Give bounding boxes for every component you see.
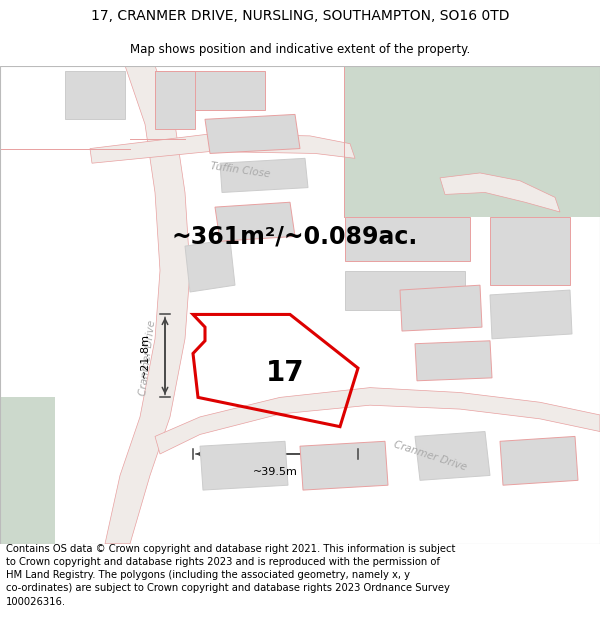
Polygon shape [0, 398, 55, 544]
Polygon shape [500, 436, 578, 485]
Text: ~21.8m: ~21.8m [140, 333, 150, 378]
Polygon shape [415, 341, 492, 381]
Text: ~361m²/~0.089ac.: ~361m²/~0.089ac. [172, 224, 418, 248]
Text: 17, CRANMER DRIVE, NURSLING, SOUTHAMPTON, SO16 0TD: 17, CRANMER DRIVE, NURSLING, SOUTHAMPTON… [91, 9, 509, 23]
Polygon shape [155, 71, 265, 109]
Polygon shape [215, 202, 295, 241]
Text: Tuffin Close: Tuffin Close [209, 161, 271, 179]
Polygon shape [105, 66, 190, 544]
Polygon shape [440, 173, 560, 212]
Polygon shape [155, 71, 195, 129]
Text: Contains OS data © Crown copyright and database right 2021. This information is : Contains OS data © Crown copyright and d… [6, 544, 455, 606]
Polygon shape [185, 239, 235, 292]
Polygon shape [65, 71, 125, 119]
Polygon shape [400, 285, 482, 331]
Polygon shape [90, 134, 355, 163]
Polygon shape [220, 158, 308, 192]
Polygon shape [415, 431, 490, 481]
Polygon shape [345, 271, 465, 309]
Polygon shape [300, 441, 388, 490]
Polygon shape [345, 217, 470, 261]
Text: Cranmer Drive: Cranmer Drive [139, 320, 158, 397]
Text: Cranmer Drive: Cranmer Drive [392, 439, 468, 472]
Text: 17: 17 [266, 359, 304, 387]
Polygon shape [490, 290, 572, 339]
Polygon shape [200, 441, 288, 490]
Polygon shape [345, 66, 600, 217]
Text: ~39.5m: ~39.5m [253, 466, 298, 476]
Text: Map shows position and indicative extent of the property.: Map shows position and indicative extent… [130, 42, 470, 56]
Polygon shape [205, 114, 300, 154]
Polygon shape [155, 388, 600, 454]
Polygon shape [490, 217, 570, 285]
